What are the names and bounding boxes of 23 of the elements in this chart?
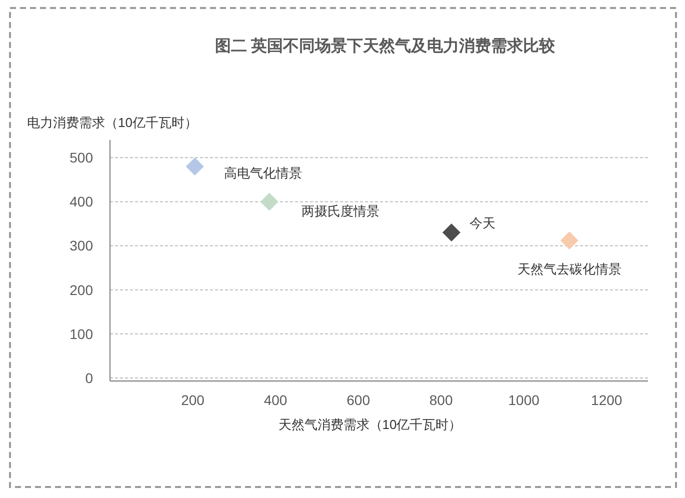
x-tick-label: 200 [181,392,205,408]
series-label: 两摄氏度情景 [301,204,380,219]
series-label: 高电气化情景 [224,165,302,180]
y-tick-label: 500 [70,150,94,166]
y-tick-label: 300 [70,238,94,254]
x-tick-label: 400 [264,392,288,408]
series-label: 今天 [469,216,496,231]
y-tick-label: 100 [70,326,94,342]
y-axis-title: 电力消费需求（10亿千瓦时） [27,115,198,130]
x-tick-label: 1200 [591,392,622,408]
x-tick-label: 800 [429,392,453,408]
y-tick-label: 200 [70,282,94,298]
series-label: 天然气去碳化情景 [517,261,622,276]
point [560,231,578,250]
point [442,224,460,242]
point [260,192,278,211]
y-tick-label: 0 [85,370,94,386]
x-tick-label: 600 [346,392,370,408]
x-axis-title: 天然气消费需求（10亿千瓦时） [278,417,462,432]
x-tick-label: 1000 [508,392,540,408]
point [186,157,204,176]
y-tick-label: 400 [70,194,94,210]
chart-title: 图二 英国不同场景下天然气及电力消费需求比较 [214,37,556,55]
